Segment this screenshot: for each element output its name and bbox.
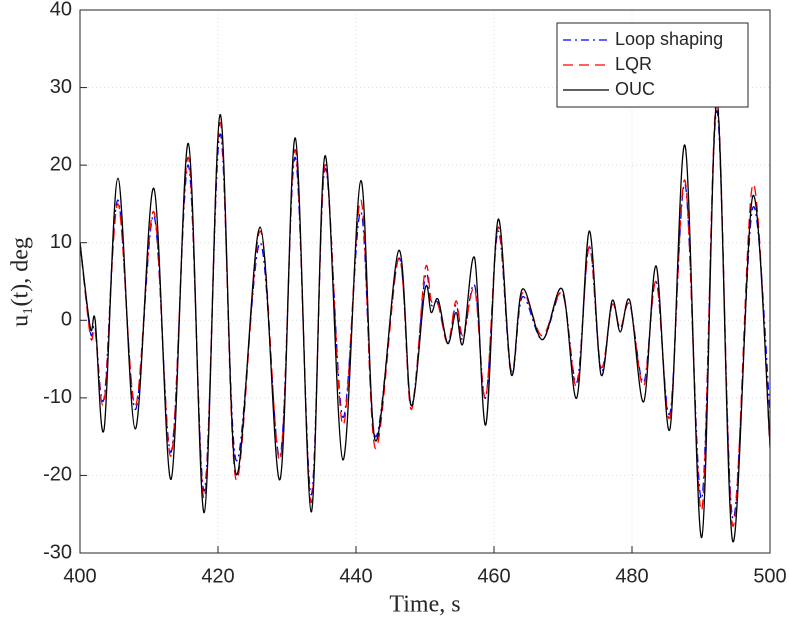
x-tick-label: 420 — [201, 565, 234, 587]
y-tick-label: 30 — [50, 76, 72, 98]
axes-box — [79, 9, 771, 554]
data-line — [80, 110, 770, 519]
y-tick-label: 0 — [61, 309, 72, 331]
data-line — [80, 98, 770, 527]
plot-area — [80, 98, 770, 543]
y-tick-label: 20 — [50, 153, 72, 175]
x-tick-label: 480 — [615, 565, 648, 587]
y-tick-label: -10 — [43, 386, 72, 408]
y-tick-label: 10 — [50, 231, 72, 253]
data-line — [80, 102, 770, 543]
x-axis-label: Time, s — [389, 592, 460, 618]
legend: Loop shaping LQR OUC — [556, 22, 749, 108]
legend-label: OUC — [615, 79, 655, 99]
x-tick-label: 440 — [339, 565, 372, 587]
y-tick-label: 40 — [50, 0, 72, 20]
y-tick-label: -30 — [43, 541, 72, 563]
x-tick-label: 460 — [477, 565, 510, 587]
y-tick-label: -20 — [43, 464, 72, 486]
y-axis-label: u₁(t), deg — [8, 237, 34, 327]
x-tick-label: 400 — [63, 565, 96, 587]
legend-label: LQR — [615, 54, 652, 74]
legend-label: Loop shaping — [615, 29, 723, 49]
x-tick-label: 500 — [753, 565, 786, 587]
